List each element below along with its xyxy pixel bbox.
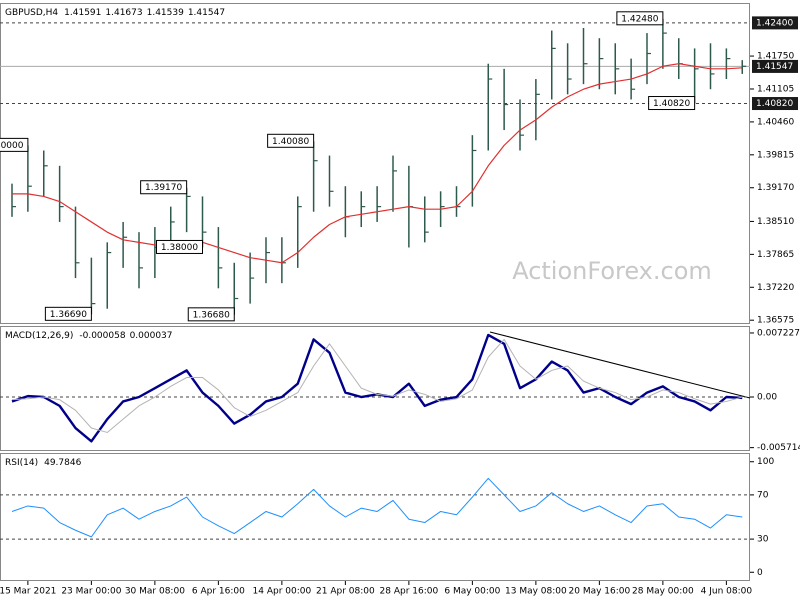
x-tick-label: 23 Mar 00:00	[61, 587, 121, 597]
annotation-label: 1.38000	[161, 243, 198, 253]
x-tick-label: 28 Apr 16:00	[380, 587, 439, 597]
panel-title: GBPUSD,H4	[5, 8, 58, 18]
y-tick-label: 100	[757, 457, 774, 467]
annotation-label: 1.40820	[653, 99, 690, 109]
annotation-box	[44, 306, 92, 321]
x-tick-label: 30 Mar 08:00	[125, 587, 185, 597]
annotation-label: 1.39170	[145, 183, 182, 193]
x-tick-label: 21 Apr 08:00	[316, 587, 375, 597]
level-label: 1.40820	[756, 99, 793, 109]
y-tick-label: 1.41750	[757, 52, 794, 62]
annotation-box	[156, 239, 203, 254]
y-tick-label: 1.39170	[757, 183, 794, 193]
readout: 1.41539	[147, 8, 184, 18]
series-line	[11, 333, 743, 443]
x-tick-label: 15 Mar 2021	[0, 587, 56, 597]
series-line	[12, 63, 743, 264]
y-tick-label: 1.38510	[757, 217, 794, 227]
y-tick-label: 1.36575	[757, 316, 794, 326]
y-tick-label: 1.40460	[757, 117, 794, 127]
y-tick-label: 30	[757, 535, 769, 545]
y-tick-label: 1.39815	[757, 150, 794, 160]
panel-title: RSI(14)	[5, 458, 38, 468]
level-label: 1.41547	[756, 62, 793, 72]
y-tick-label: 1.37220	[757, 283, 794, 293]
price-frame	[0, 3, 750, 324]
y-tick-label: 1.37865	[757, 250, 794, 260]
x-tick-label: 13 May 08:00	[505, 587, 567, 597]
x-tick-label: 4 Jun 08:00	[701, 587, 753, 597]
macd-frame	[0, 326, 750, 451]
rsi-frame	[0, 453, 750, 581]
readout: 1.41591	[64, 8, 101, 18]
readout: 1.41547	[188, 8, 225, 18]
annotation-box	[267, 133, 315, 148]
panel-header: MACD(12,26,9) -0.000058 0.000037	[5, 331, 173, 341]
readout: 49.7846	[44, 458, 81, 468]
x-tick-label: 6 May 00:00	[444, 587, 500, 597]
series-line	[11, 338, 743, 433]
level-box	[752, 59, 798, 73]
y-tick-label: 1.41105	[757, 84, 794, 94]
level-box	[752, 16, 798, 30]
trendline	[489, 331, 751, 399]
x-tick-label: 20 May 16:00	[569, 587, 631, 597]
y-tick-label: -0.005714	[757, 443, 800, 453]
annotation-box	[648, 96, 696, 111]
x-tick-label: 6 Apr 16:00	[192, 587, 245, 597]
annotation-box	[0, 137, 29, 152]
panel-header: GBPUSD,H4 1.41591 1.41673 1.41539 1.41547	[5, 8, 225, 18]
panel-title: MACD(12,26,9)	[5, 331, 73, 341]
series-line	[11, 477, 743, 538]
annotation-label: 1.36690	[50, 310, 87, 320]
readout: 1.41673	[105, 8, 142, 18]
panel-header: RSI(14) 49.7846	[5, 458, 82, 468]
x-tick-label: 28 May 00:00	[632, 587, 694, 597]
annotation-label: 1.42480	[621, 14, 658, 24]
annotation-box	[140, 180, 188, 195]
annotation-label: 1.36680	[193, 310, 230, 320]
x-tick-label: 14 Apr 00:00	[253, 587, 312, 597]
y-tick-label: 70	[757, 490, 769, 500]
annotation-box	[616, 11, 664, 26]
y-tick-label: 0	[757, 568, 763, 578]
y-tick-label: 0.00	[757, 393, 777, 403]
annotation-label: 1.40080	[272, 137, 309, 147]
level-label: 1.42400	[756, 18, 793, 28]
annotation-label: 1.40000	[0, 141, 24, 151]
annotation-box	[187, 307, 235, 322]
readout: -0.000058	[79, 331, 125, 341]
watermark: ActionForex.com	[512, 257, 712, 285]
y-tick-label: 0.007227	[757, 328, 800, 338]
level-box	[752, 97, 798, 111]
readout: 0.000037	[130, 331, 173, 341]
